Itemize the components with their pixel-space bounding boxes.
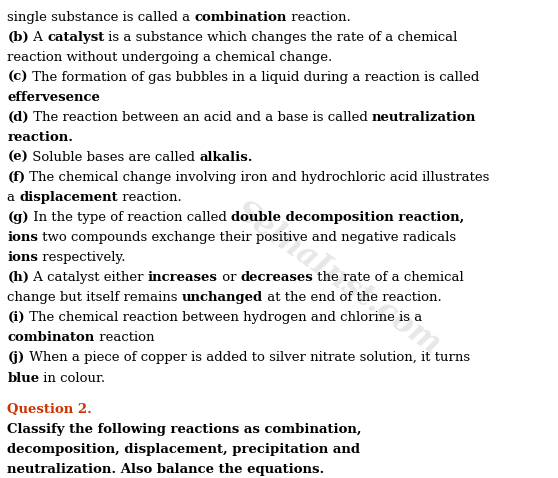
Text: (f): (f) — [7, 171, 25, 184]
Text: is a substance which changes the rate of a chemical: is a substance which changes the rate of… — [104, 31, 458, 43]
Text: reaction without undergoing a chemical change.: reaction without undergoing a chemical c… — [7, 51, 333, 64]
Text: The reaction between an acid and a base is called: The reaction between an acid and a base … — [29, 111, 372, 124]
Text: (g): (g) — [7, 211, 29, 224]
Text: change but itself remains: change but itself remains — [7, 291, 182, 304]
Text: reaction.: reaction. — [7, 131, 73, 144]
Text: respectively.: respectively. — [38, 251, 126, 264]
Text: Question 2.: Question 2. — [7, 402, 92, 415]
Text: (h): (h) — [7, 271, 29, 284]
Text: the rate of a chemical: the rate of a chemical — [314, 271, 464, 284]
Text: (e): (e) — [7, 151, 28, 164]
Text: The formation of gas bubbles in a liquid during a reaction is called: The formation of gas bubbles in a liquid… — [28, 71, 479, 84]
Text: (b): (b) — [7, 31, 29, 43]
Text: (i): (i) — [7, 311, 25, 325]
Text: (j): (j) — [7, 351, 25, 364]
Text: The chemical reaction between hydrogen and chlorine is a: The chemical reaction between hydrogen a… — [25, 311, 422, 325]
Text: (d): (d) — [7, 111, 29, 124]
Text: decreases: decreases — [240, 271, 314, 284]
Text: reaction.: reaction. — [287, 11, 351, 23]
Text: neutralization. Also balance the equations.: neutralization. Also balance the equatio… — [7, 463, 325, 476]
Text: combination: combination — [195, 11, 287, 23]
Text: catalyst: catalyst — [47, 31, 104, 43]
Text: The chemical change involving iron and hydrochloric acid illustrates: The chemical change involving iron and h… — [25, 171, 490, 184]
Text: neutralization: neutralization — [372, 111, 477, 124]
Text: A catalyst either: A catalyst either — [29, 271, 148, 284]
Text: effervesence: effervesence — [7, 91, 100, 104]
Text: decomposition, displacement, precipitation and: decomposition, displacement, precipitati… — [7, 443, 360, 456]
Text: When a piece of copper is added to silver nitrate solution, it turns: When a piece of copper is added to silve… — [25, 351, 470, 364]
Text: single substance is called a: single substance is called a — [7, 11, 195, 23]
Text: at the end of the reaction.: at the end of the reaction. — [263, 291, 442, 304]
Text: blue: blue — [7, 371, 40, 384]
Text: in colour.: in colour. — [40, 371, 105, 384]
Text: or: or — [218, 271, 240, 284]
Text: A: A — [29, 31, 47, 43]
Text: a: a — [7, 191, 20, 204]
Text: two compounds exchange their positive and negative radicals: two compounds exchange their positive an… — [38, 231, 456, 244]
Text: unchanged: unchanged — [182, 291, 263, 304]
Text: reaction.: reaction. — [118, 191, 182, 204]
Text: In the type of reaction called: In the type of reaction called — [29, 211, 231, 224]
Text: displacement: displacement — [20, 191, 118, 204]
Text: ions: ions — [7, 231, 38, 244]
Text: ions: ions — [7, 251, 38, 264]
Text: double decomposition reaction,: double decomposition reaction, — [231, 211, 464, 224]
Text: increases: increases — [148, 271, 218, 284]
Text: Soluble bases are called: Soluble bases are called — [28, 151, 199, 164]
Text: SelnaInst.com: SelnaInst.com — [229, 196, 447, 361]
Text: (c): (c) — [7, 71, 28, 84]
Text: Classify the following reactions as combination,: Classify the following reactions as comb… — [7, 423, 362, 435]
Text: reaction: reaction — [94, 331, 154, 345]
Text: combinaton: combinaton — [7, 331, 94, 345]
Text: alkalis.: alkalis. — [199, 151, 253, 164]
